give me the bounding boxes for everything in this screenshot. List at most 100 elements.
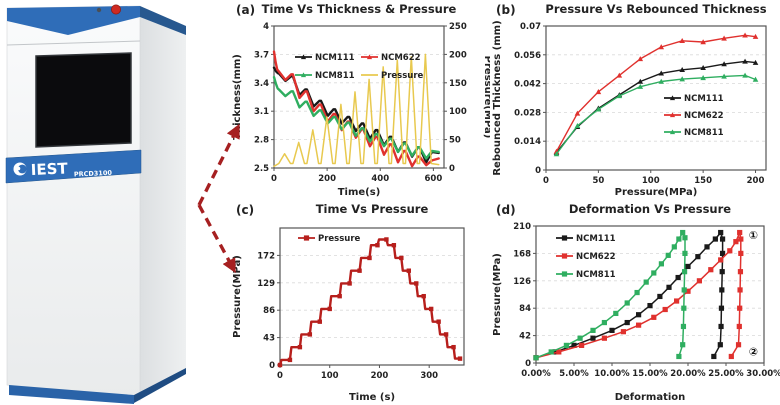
svg-text:0: 0 <box>535 166 541 176</box>
svg-text:0: 0 <box>277 371 283 381</box>
chart-d: 0.00% 5.00% 10.00% 15.00% 20.00% 25.00% 30.00%… <box>490 200 780 405</box>
svg-text:150: 150 <box>449 79 467 89</box>
svg-text:100: 100 <box>449 107 467 117</box>
svg-text:200: 200 <box>747 176 765 186</box>
chart-a-plot: 0 200 400 600 2.5 2.8 3.1 3.4 3.7 4 0 50 100 150 200 25… <box>232 2 490 198</box>
svg-text:NCM622: NCM622 <box>381 53 421 63</box>
svg-text:Pressure: Pressure <box>318 234 361 244</box>
svg-text:0.014: 0.014 <box>514 137 541 147</box>
svg-text:126: 126 <box>513 277 531 287</box>
svg-text:50: 50 <box>592 176 604 186</box>
svg-text:NCM111: NCM111 <box>315 53 355 63</box>
svg-text:30.00%: 30.00% <box>746 369 780 379</box>
svg-text:250: 250 <box>449 22 467 32</box>
svg-text:210: 210 <box>513 222 531 232</box>
brand-logo-icon <box>13 162 27 176</box>
chart-c-plot: 0 100 200 300 0 43 86 129 172 Time Vs Pressure (c)… <box>232 202 465 403</box>
svg-text:0.042: 0.042 <box>514 80 541 90</box>
svg-text:NCM111: NCM111 <box>576 234 616 244</box>
chart-d-title: Deformation Vs Pressure <box>569 202 731 216</box>
svg-text:50: 50 <box>449 136 461 146</box>
svg-text:129: 129 <box>257 279 275 289</box>
svg-text:NCM811: NCM811 <box>684 128 724 138</box>
svg-text:200: 200 <box>318 174 336 184</box>
svg-text:20.00%: 20.00% <box>670 369 706 379</box>
svg-text:0.00%: 0.00% <box>521 369 551 379</box>
svg-text:4: 4 <box>263 22 269 32</box>
svg-text:43: 43 <box>263 334 275 344</box>
chart-c-label: (c) <box>236 203 254 217</box>
svg-text:172: 172 <box>257 251 275 261</box>
chart-grid: 0 200 400 600 2.5 2.8 3.1 3.4 3.7 4 0 50 100 150 200 25… <box>230 0 780 405</box>
svg-text:NCM622: NCM622 <box>576 252 616 262</box>
svg-text:86: 86 <box>263 306 275 316</box>
svg-text:300: 300 <box>420 371 438 381</box>
svg-text:Thickness(mm): Thickness(mm) <box>232 54 243 140</box>
svg-text:5.00%: 5.00% <box>559 369 589 379</box>
chart-b: 0 50 100 150 200 0 0.014 0.028 0.042 0.056 0.07 Pre… <box>490 0 780 200</box>
chart-d-annotation: ② <box>749 345 758 358</box>
svg-text:10.00%: 10.00% <box>594 369 630 379</box>
svg-text:Pressure(MPa): Pressure(MPa) <box>492 253 503 336</box>
svg-text:84: 84 <box>519 304 531 314</box>
power-button <box>111 4 122 15</box>
svg-text:0: 0 <box>543 176 549 186</box>
chart-b-title: Pressure Vs Rebounced Thickness <box>545 2 766 16</box>
svg-text:200: 200 <box>371 371 389 381</box>
svg-text:42: 42 <box>519 332 531 342</box>
chart-c-title: Time Vs Pressure <box>316 202 429 216</box>
svg-text:2.5: 2.5 <box>254 164 269 174</box>
svg-text:NCM811: NCM811 <box>315 71 355 81</box>
svg-text:Pressure(MPa): Pressure(MPa) <box>615 187 698 198</box>
svg-text:NCM811: NCM811 <box>576 270 616 280</box>
svg-text:0.07: 0.07 <box>520 22 541 32</box>
svg-text:400: 400 <box>371 174 389 184</box>
svg-text:Rebounced Thickness (mm): Rebounced Thickness (mm) <box>492 20 503 175</box>
chart-d-annotation: ① <box>749 229 758 242</box>
chart-b-plot: 0 50 100 150 200 0 0.014 0.028 0.042 0.056 0.07 Pre… <box>492 2 767 198</box>
cabinet-side-panel <box>140 6 186 400</box>
svg-text:Time(s): Time(s) <box>338 187 381 198</box>
instrument-illustration: IEST PRCD3100 <box>5 4 186 404</box>
svg-text:3.1: 3.1 <box>254 107 269 117</box>
chart-a: 0 200 400 600 2.5 2.8 3.1 3.4 3.7 4 0 50 100 150 200 25… <box>230 0 490 200</box>
top-knob <box>96 7 102 13</box>
svg-text:150: 150 <box>694 176 712 186</box>
display-screen <box>35 52 132 148</box>
svg-text:NCM622: NCM622 <box>684 111 724 121</box>
svg-text:200: 200 <box>449 50 467 60</box>
svg-text:0: 0 <box>271 174 277 184</box>
brand-text: IEST <box>30 159 68 179</box>
svg-text:0: 0 <box>525 359 531 369</box>
svg-text:0: 0 <box>269 361 275 371</box>
base-band-side <box>134 368 186 403</box>
svg-text:Pressure: Pressure <box>381 71 424 81</box>
chart-d-label: (d) <box>496 203 516 217</box>
svg-text:100: 100 <box>321 371 339 381</box>
svg-text:Deformation: Deformation <box>615 392 686 403</box>
instrument-photo: IEST PRCD3100 <box>0 0 230 405</box>
svg-text:Time (s): Time (s) <box>349 392 395 403</box>
svg-text:0.028: 0.028 <box>514 108 541 118</box>
chart-d-plot: 0.00% 5.00% 10.00% 15.00% 20.00% 25.00% 30.00%… <box>492 202 780 403</box>
svg-text:3.4: 3.4 <box>254 79 269 89</box>
top-band-side <box>140 6 186 35</box>
svg-text:100: 100 <box>642 176 660 186</box>
chart-c: 0 100 200 300 0 43 86 129 172 Time Vs Pressure (c)… <box>230 200 490 405</box>
svg-text:Pressure(MPa): Pressure(MPa) <box>482 56 490 139</box>
svg-text:0.056: 0.056 <box>514 51 541 61</box>
svg-text:2.8: 2.8 <box>254 136 269 146</box>
svg-text:15.00%: 15.00% <box>632 369 668 379</box>
front-seam <box>6 40 141 46</box>
base-band-front <box>9 385 134 404</box>
svg-text:0: 0 <box>449 164 455 174</box>
svg-text:600: 600 <box>425 174 443 184</box>
svg-text:3.7: 3.7 <box>254 50 269 60</box>
top-band-front <box>7 6 140 35</box>
svg-text:168: 168 <box>513 249 531 259</box>
svg-text:25.00%: 25.00% <box>708 369 744 379</box>
svg-text:NCM111: NCM111 <box>684 94 724 104</box>
brand-band <box>5 149 142 184</box>
chart-a-label: (a) <box>236 3 255 17</box>
